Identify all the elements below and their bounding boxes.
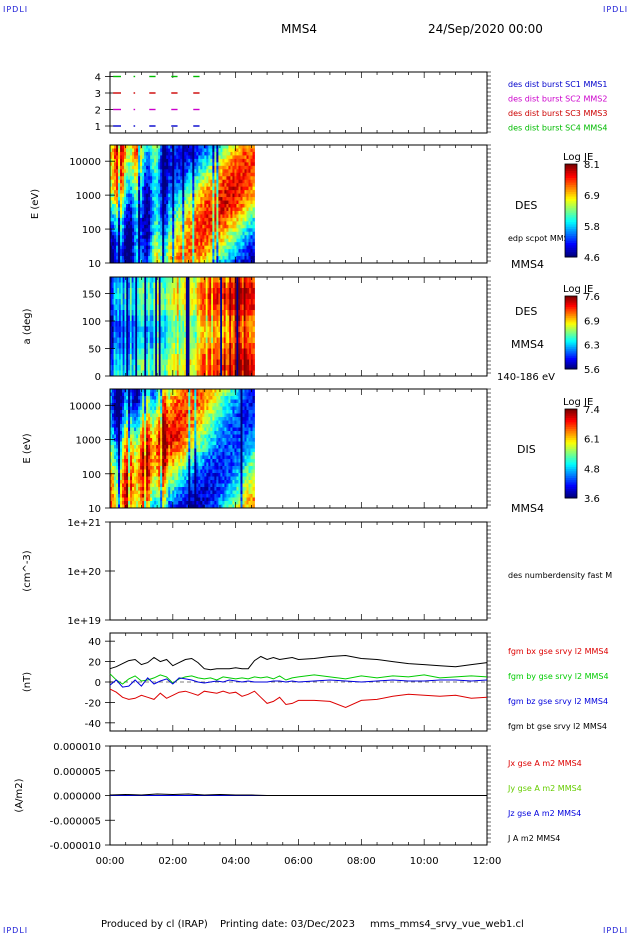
des-pitch-cell: [253, 283, 255, 289]
des-energy-cell: [253, 253, 255, 257]
des-pitch-right-label: MMS4: [511, 338, 544, 351]
des-pitch-cell: [253, 327, 255, 333]
des-energy-cell: [253, 152, 255, 156]
des-energy-cell: [253, 256, 255, 260]
des-energy-colorbar-tick-label: 5.8: [584, 222, 600, 233]
des-pitch-colorbar-tick-label: 6.9: [584, 316, 600, 327]
des-pitch-colorbar-tick-label: 7.6: [584, 292, 600, 303]
des-energy-cell: [253, 225, 255, 229]
des-energy-label: DES: [515, 199, 537, 212]
des-pitch-y-tick-label: 150: [82, 290, 101, 301]
des-pitch-colorbar-tick-label: 5.6: [584, 365, 600, 376]
burst-legend-entry: des dist burst SC1 MMS1: [508, 80, 607, 89]
des-energy-y-tick-label: 100: [82, 225, 101, 236]
des-pitch-cell: [253, 349, 255, 355]
des-pitch-cell: [253, 332, 255, 338]
des-energy-cell: [253, 173, 255, 177]
des-pitch-cell: [253, 316, 255, 322]
des-energy-cell: [253, 218, 255, 222]
des-pitch-cell: [253, 321, 255, 327]
des-energy-cell: [253, 183, 255, 187]
des-pitch-cell: [253, 354, 255, 360]
des-pitch-cell: [253, 360, 255, 366]
des-energy-cell: [253, 194, 255, 198]
burst-y-tick-label: 1: [95, 122, 101, 133]
des-energy-cell: [253, 176, 255, 180]
des-energy-cell: [253, 204, 255, 208]
des-energy-cell: [253, 249, 255, 253]
des-energy-cell: [253, 180, 255, 184]
des-energy-cell: [253, 211, 255, 215]
des-energy-cell: [253, 187, 255, 191]
des-energy-cell: [253, 239, 255, 243]
des-energy-cell: [253, 190, 255, 194]
burst-y-tick-label: 2: [95, 106, 101, 117]
des-pitch-colorbar-tick-label: 6.3: [584, 341, 600, 352]
des-energy-cell: [253, 246, 255, 250]
des-energy-right-label: MMS4: [511, 258, 544, 271]
des-energy-cell: [253, 166, 255, 170]
des-energy-cell: [253, 197, 255, 201]
des-energy-cell: [253, 207, 255, 211]
des-energy-cell: [253, 145, 255, 149]
des-energy-colorbar-tick-label: 6.9: [584, 191, 600, 202]
des-pitch-cell: [253, 288, 255, 294]
burst-y-tick-label: 4: [95, 73, 101, 84]
des-energy-y-tick-label: 1000: [76, 191, 101, 202]
des-pitch-right-label: 140-186 eV: [497, 372, 555, 383]
des-pitch-cell: [253, 305, 255, 311]
des-energy-cell: [253, 148, 255, 152]
des-pitch-ylabel: a (deg): [22, 308, 33, 344]
des-energy-colorbar-tick-label: 8.1: [584, 160, 600, 171]
des-pitch-y-tick-label: 50: [88, 345, 101, 356]
burst-panel-frame: [110, 72, 487, 133]
des-pitch-cell: [253, 343, 255, 349]
des-energy-cell: [253, 235, 255, 239]
des-energy-ylabel: E (eV): [30, 189, 41, 219]
des-pitch-cell: [253, 299, 255, 305]
des-pitch-cell: [253, 310, 255, 316]
burst-legend-entry: des dist burst SC2 MMS2: [508, 95, 607, 104]
burst-legend-entry: des dist burst SC3 MMS3: [508, 109, 607, 118]
des-energy-cell: [253, 242, 255, 246]
des-pitch-cell: [253, 277, 255, 283]
des-energy-y-tick-label: 10000: [69, 157, 101, 168]
des-energy-cell: [253, 155, 255, 159]
des-energy-cell: [253, 232, 255, 236]
des-pitch-cell: [253, 338, 255, 344]
des-energy-cell: [253, 169, 255, 173]
des-pitch-y-tick-label: 0: [95, 372, 101, 383]
des-pitch-cell: [253, 365, 255, 371]
des-energy-cell: [253, 162, 255, 166]
des-energy-y-tick-label: 10: [88, 259, 101, 270]
des-energy-cell: [253, 214, 255, 218]
des-pitch-cell: [253, 294, 255, 300]
des-energy-colorbar-tick-label: 4.6: [584, 253, 600, 264]
des-energy-cell: [253, 159, 255, 163]
des-energy-cell: [253, 201, 255, 205]
burst-y-tick-label: 3: [95, 89, 101, 100]
burst-legend-entry: des dist burst SC4 MMS4: [508, 124, 607, 133]
des-pitch-label: DES: [515, 305, 537, 318]
des-pitch-y-tick-label: 100: [82, 317, 101, 328]
des-energy-right-label: edp scpot MMS4: [508, 234, 574, 243]
des-energy-cell: [253, 221, 255, 225]
des-energy-cell: [253, 228, 255, 232]
